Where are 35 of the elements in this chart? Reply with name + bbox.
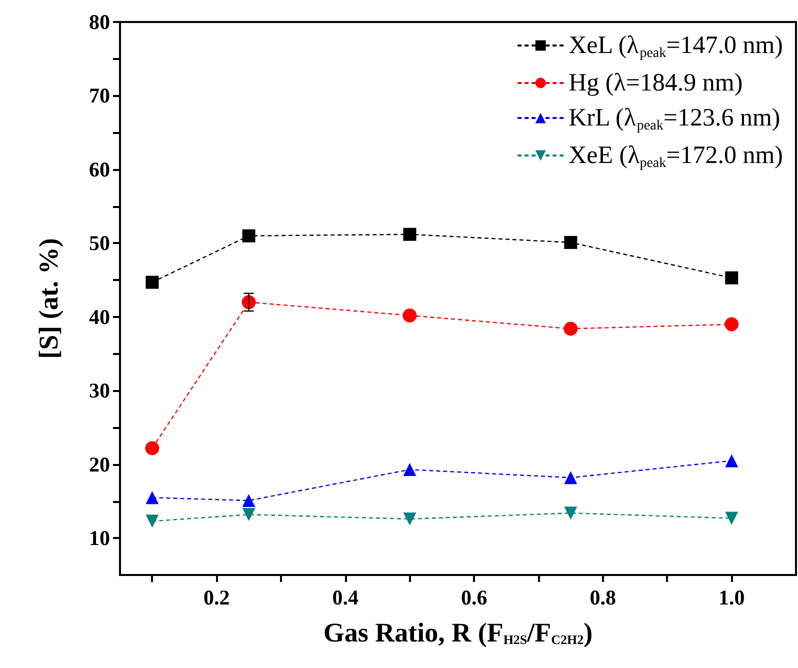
point (145, 441, 160, 456)
x-tick-label: 0.6 (460, 586, 488, 610)
point (564, 471, 578, 484)
y-tick-label: 60 (89, 157, 110, 182)
y-tick-label: 30 (89, 378, 110, 403)
point (725, 454, 738, 468)
point (724, 317, 739, 332)
point (402, 308, 417, 322)
point (403, 512, 416, 526)
point (564, 322, 578, 336)
point (403, 463, 416, 476)
x-tick-label: 0.2 (203, 586, 230, 610)
y-tick-label: 40 (89, 304, 110, 329)
point (564, 506, 578, 520)
point (146, 514, 159, 528)
point (146, 276, 159, 289)
y-tick-label: 70 (89, 84, 110, 108)
y-tick-label: 80 (89, 10, 110, 34)
point (725, 512, 738, 525)
x-tick-label: 0.4 (332, 586, 359, 610)
y-axis-title: [S] (at. %) (34, 238, 64, 359)
point (242, 494, 256, 508)
y-tick-label: 50 (89, 231, 110, 256)
point (564, 236, 578, 249)
text: 1.0 (718, 586, 745, 610)
point (146, 491, 159, 504)
point (242, 229, 256, 242)
point (242, 508, 256, 522)
point (403, 228, 416, 241)
y-tick-label: 10 (89, 526, 110, 550)
y-tick-label: 20 (89, 452, 110, 476)
legend-label: Hg (λ=184.9 nm) (568, 70, 743, 96)
x-tick-label: 0.8 (590, 586, 616, 610)
point (725, 271, 738, 284)
x-axis-title: Gas Ratio, R (FH2S/FC2H2) (323, 618, 593, 648)
